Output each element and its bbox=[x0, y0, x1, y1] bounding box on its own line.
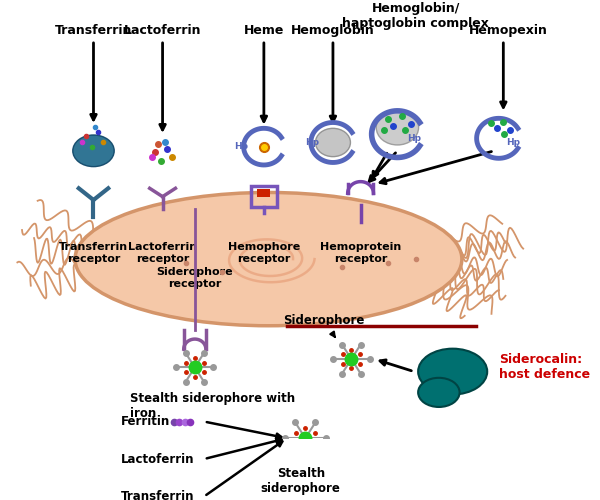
Bar bbox=[251, 186, 277, 206]
Text: Lactoferrin
receptor: Lactoferrin receptor bbox=[128, 242, 197, 264]
Ellipse shape bbox=[418, 348, 487, 395]
Ellipse shape bbox=[316, 128, 350, 156]
Text: Lactoferrin: Lactoferrin bbox=[121, 452, 194, 466]
Text: Siderophore
receptor: Siderophore receptor bbox=[157, 268, 233, 289]
Ellipse shape bbox=[75, 192, 462, 326]
Text: Hp: Hp bbox=[235, 142, 248, 151]
Text: Siderocalin:
host defence: Siderocalin: host defence bbox=[499, 354, 590, 382]
Ellipse shape bbox=[376, 110, 419, 145]
Text: Transferrin: Transferrin bbox=[55, 24, 132, 36]
Text: Stealth
siderophore: Stealth siderophore bbox=[261, 468, 341, 495]
Text: Hp: Hp bbox=[407, 134, 421, 143]
Text: Transferrin
receptor: Transferrin receptor bbox=[59, 242, 128, 264]
Text: Hp: Hp bbox=[305, 138, 319, 147]
Text: Hemoglobin/
haptoglobin complex: Hemoglobin/ haptoglobin complex bbox=[343, 2, 489, 30]
Text: Stealth siderophore with
iron: Stealth siderophore with iron bbox=[130, 392, 295, 420]
Ellipse shape bbox=[73, 135, 114, 166]
Text: Hemophore
receptor: Hemophore receptor bbox=[228, 242, 300, 264]
Ellipse shape bbox=[418, 378, 460, 407]
Text: Hemoprotein
receptor: Hemoprotein receptor bbox=[320, 242, 401, 264]
Text: Heme: Heme bbox=[244, 24, 284, 36]
Text: Hemopexin: Hemopexin bbox=[469, 24, 547, 36]
Text: Ferritin: Ferritin bbox=[121, 415, 170, 428]
Bar bbox=[257, 189, 271, 198]
Text: Siderophore: Siderophore bbox=[283, 314, 364, 328]
Text: Transferrin: Transferrin bbox=[121, 490, 194, 500]
Text: Lactoferrin: Lactoferrin bbox=[124, 24, 202, 36]
Text: Hp: Hp bbox=[506, 138, 520, 147]
Text: Hemoglobin: Hemoglobin bbox=[291, 24, 375, 36]
